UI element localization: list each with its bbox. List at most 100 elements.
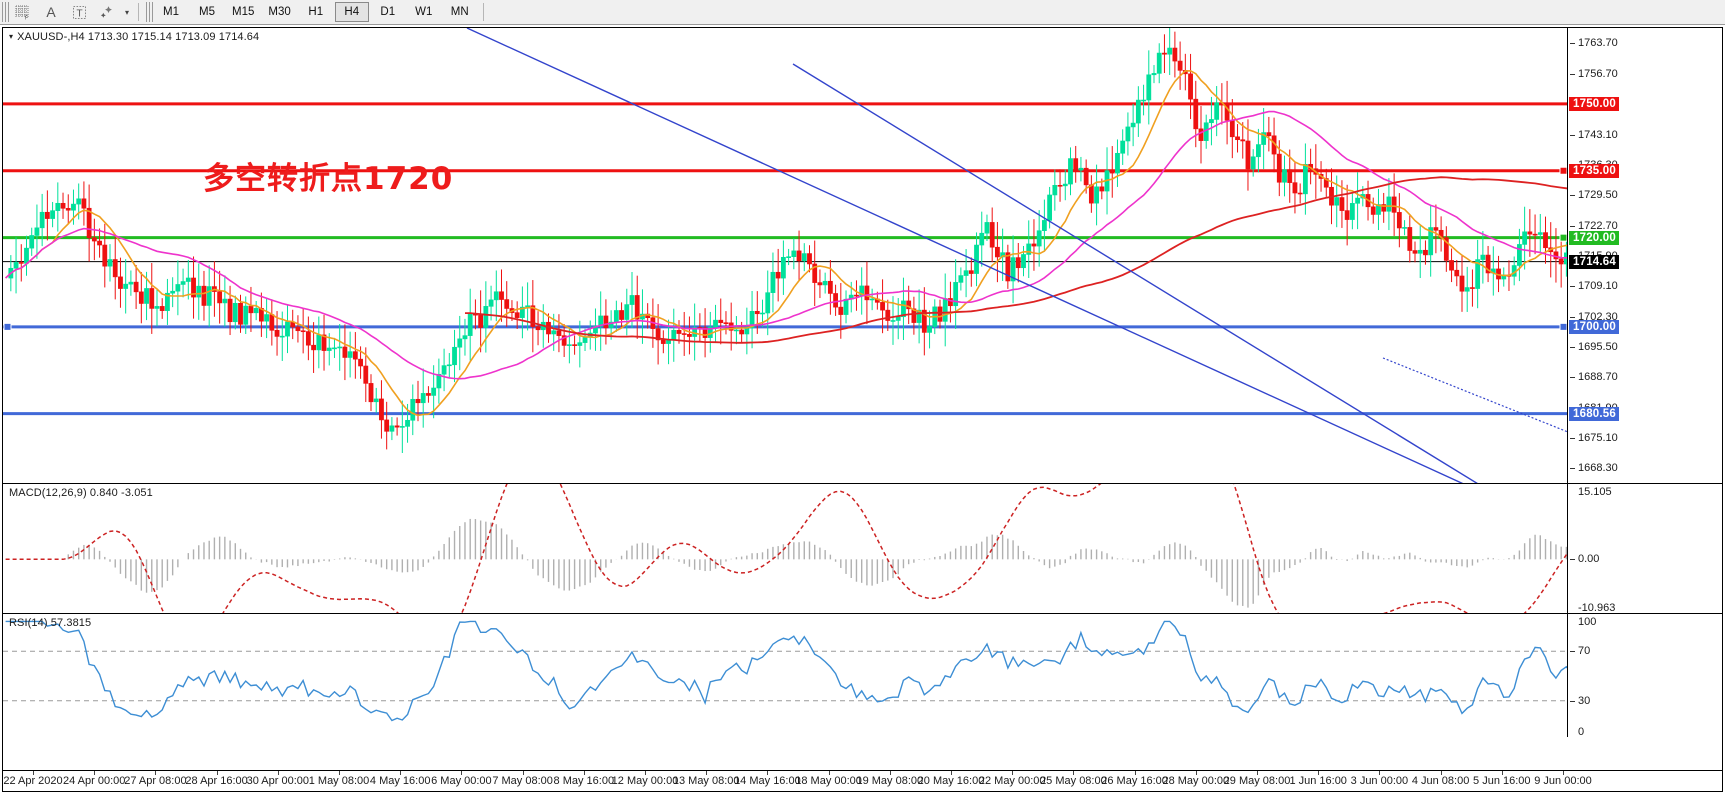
price-level-tag[interactable]: 1735.00	[1569, 163, 1619, 178]
price-plot-area[interactable]: 多空转折点1720	[3, 28, 1567, 483]
macd-chart-svg	[5, 484, 1567, 613]
time-axis-label: 27 Apr 08:00	[124, 775, 187, 787]
timeframe-mn[interactable]: MN	[450, 6, 469, 18]
macd-tick-label: -10.963	[1578, 602, 1616, 613]
time-tick	[1012, 771, 1014, 775]
time-axis-label: 22 May 00:00	[978, 775, 1046, 787]
rsi-chart-svg	[3, 620, 1567, 722]
toolbar-grip-2[interactable]	[146, 2, 153, 22]
time-tick	[889, 771, 891, 775]
price-tick-label: 1709.10	[1570, 280, 1618, 293]
time-tick	[216, 771, 218, 775]
time-tick	[1134, 771, 1136, 775]
timeframe-d1[interactable]: D1	[380, 6, 396, 18]
time-tick	[1501, 771, 1503, 775]
time-tick	[94, 771, 96, 775]
time-tick	[828, 771, 830, 775]
time-tick	[583, 771, 585, 775]
macd-label: MACD(12,26,9) 0.840 -3.051	[9, 487, 153, 499]
time-axis-label: 6 May 00:00	[431, 775, 492, 787]
macd-tick-label: 0.00	[1569, 553, 1600, 566]
toolbar-separator-2	[482, 3, 484, 21]
main-toolbar: F A T ▾ M1 M5 M15 M30 H1 H4 D1 W1 MN	[0, 0, 1725, 25]
time-axis[interactable]: 22 Apr 2020 24 Apr 00:00 27 Apr 08:00 28 Ap…	[2, 771, 1723, 792]
chart-annotation-text[interactable]: 多空转折点1720	[203, 161, 454, 197]
rsi-label: RSI(14) 57.3815	[9, 617, 92, 629]
text-box-icon[interactable]: T	[66, 1, 92, 23]
time-axis-label: 29 May 08:00	[1223, 775, 1291, 787]
time-axis-label: 18 May 00:00	[795, 775, 862, 787]
price-tick-label: 1763.70	[1570, 36, 1618, 49]
toolbar-separator-1	[138, 3, 139, 21]
time-axis-label: 28 Apr 16:00	[185, 775, 248, 787]
time-axis-label: 28 May 00:00	[1162, 775, 1230, 787]
price-chart-svg	[3, 28, 1567, 483]
time-tick	[1440, 771, 1442, 775]
timeframe-h4[interactable]: H4	[334, 2, 369, 22]
price-level-tag[interactable]: 1700.00	[1569, 319, 1619, 334]
rsi-pane[interactable]: RSI(14) 57.3815 100 70 30 0	[3, 613, 1722, 737]
time-axis-label: 4 Jun 08:00	[1411, 775, 1470, 787]
time-tick	[33, 771, 34, 775]
shapes-dropdown-caret-icon[interactable]: ▾	[124, 7, 129, 17]
time-axis-label: 1 Jun 16:00	[1289, 775, 1347, 787]
symbol-dropdown-caret-icon[interactable]: ▾	[9, 32, 14, 41]
time-tick	[706, 771, 708, 775]
rsi-tick-label: 30	[1569, 694, 1591, 707]
timeframe-h1[interactable]: H1	[308, 6, 324, 18]
timeframe-m30[interactable]: M30	[268, 6, 291, 18]
time-axis-label: 19 May 08:00	[856, 775, 924, 787]
price-tick-label: 1668.30	[1570, 462, 1618, 475]
price-level-tag[interactable]: 1750.00	[1569, 96, 1619, 111]
time-tick	[1563, 771, 1564, 775]
price-level-tag[interactable]: 1680.56	[1569, 406, 1619, 421]
rsi-tick-label: 70	[1569, 645, 1591, 658]
time-tick	[767, 771, 769, 775]
price-tick-label: 1688.70	[1570, 371, 1618, 384]
text-label-icon[interactable]: A	[46, 4, 56, 20]
macd-pane[interactable]: MACD(12,26,9) 0.840 -3.051 15.105 0.00 -10…	[3, 483, 1722, 613]
timeframe-w1[interactable]: W1	[415, 6, 433, 18]
time-tick	[155, 771, 157, 775]
rsi-tick-label: 100	[1578, 616, 1597, 628]
timeframe-m5[interactable]: M5	[199, 6, 215, 18]
time-axis-label: 22 Apr 2020	[3, 775, 63, 787]
symbol-info-label: ▾ XAUUSD-,H4 1713.30 1715.14 1713.09 1714…	[9, 31, 259, 43]
macd-tick-label: 15.105	[1578, 486, 1612, 498]
price-level-tag[interactable]: 1714.64	[1569, 254, 1619, 269]
timeframe-m15[interactable]: M15	[232, 6, 255, 18]
time-axis-label: 24 Apr 00:00	[62, 775, 126, 787]
macd-axis[interactable]: 15.105 0.00 -10.963	[1567, 484, 1722, 613]
rsi-plot-area[interactable]	[3, 614, 1567, 737]
time-tick	[522, 771, 524, 775]
time-tick	[645, 771, 646, 775]
time-tick	[1379, 771, 1381, 775]
toolbar-grip-1[interactable]	[2, 2, 9, 22]
time-axis-label: 26 May 16:00	[1101, 775, 1168, 787]
price-tick-label: 1756.70	[1570, 67, 1618, 80]
time-axis-label: 1 May 08:00	[308, 775, 370, 787]
svg-text:T: T	[76, 8, 82, 19]
price-axis[interactable]: 1763.701756.701743.101736.301729.501722.…	[1567, 28, 1722, 483]
shapes-icon[interactable]	[94, 1, 120, 23]
time-tick	[1073, 771, 1075, 775]
time-axis-label: 13 May 08:00	[672, 775, 740, 787]
time-axis-label: 25 May 08:00	[1040, 775, 1107, 787]
time-tick	[1257, 771, 1258, 775]
time-axis-label: 7 May 08:00	[492, 775, 553, 787]
price-tick-label: 1675.10	[1570, 431, 1618, 444]
chart-frame: ▾ XAUUSD-,H4 1713.30 1715.14 1713.09 1714…	[2, 27, 1723, 771]
rsi-axis[interactable]: 100 70 30 0	[1567, 614, 1722, 737]
time-axis-label: 4 May 16:00	[369, 775, 431, 787]
time-axis-label: 9 Jun 00:00	[1534, 775, 1592, 787]
price-tick-label: 1722.70	[1570, 219, 1618, 232]
symbol-ohlc-text: XAUUSD-,H4 1713.30 1715.14 1713.09 1714.…	[17, 31, 260, 43]
macd-plot-area[interactable]	[3, 484, 1567, 613]
crosshair-grid-icon[interactable]: F	[10, 1, 36, 23]
price-pane[interactable]: ▾ XAUUSD-,H4 1713.30 1715.14 1713.09 1714…	[3, 28, 1722, 483]
price-level-tag[interactable]: 1720.00	[1569, 230, 1619, 245]
svg-text:F: F	[25, 15, 28, 20]
time-axis-label: 30 Apr 00:00	[246, 775, 309, 787]
timeframe-m1[interactable]: M1	[163, 6, 179, 18]
